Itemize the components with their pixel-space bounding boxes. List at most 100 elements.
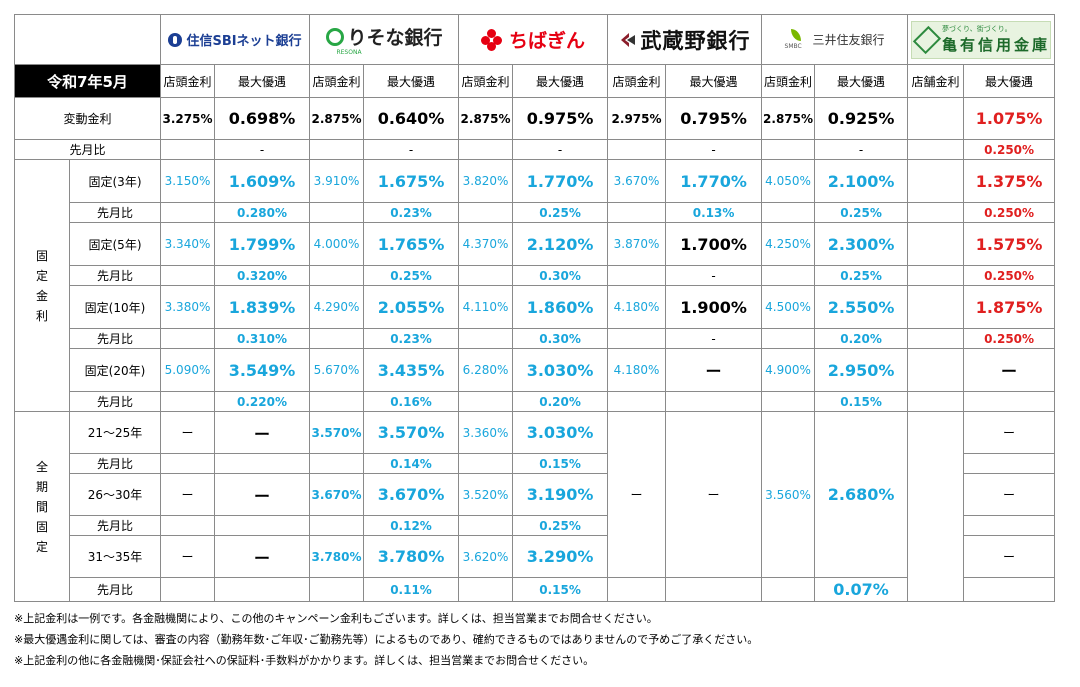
rate-cell: 3.570% [363, 411, 460, 454]
footnote: ※上記金利は一例です。各金融機関により、この他のキャンペーン金利もございます。詳… [14, 612, 658, 625]
rate-cell: 4.900% [761, 348, 816, 392]
rate-cell: 0.640% [363, 97, 460, 140]
rate-cell: 2.055% [363, 285, 460, 329]
compare-cell [963, 577, 1056, 602]
rate-cell: 3.030% [512, 348, 609, 392]
resona-sub: RESONA [336, 49, 362, 56]
compare-cell: - [213, 139, 311, 160]
compare-cell [665, 391, 763, 412]
kameari-logo-icon [912, 25, 942, 54]
compare-cell: - [665, 265, 763, 286]
rate-cell: 1.839% [213, 285, 311, 329]
rate-cell: 1.609% [213, 159, 311, 203]
rate-cell: 0.925% [814, 97, 909, 140]
rate-cell: 1.860% [512, 285, 609, 329]
resona-logo-icon [325, 27, 344, 46]
compare-cell: 0.30% [512, 328, 609, 349]
bank-name-musashino: 武蔵野銀行 [640, 28, 751, 53]
rate-cell: 3.910% [309, 159, 365, 203]
row-label-compare: 先月比 [69, 202, 161, 223]
mortgage-rate-table: 住信SBIネット銀行 りそな銀行 RESONA ちばぎん [14, 14, 1056, 602]
compare-cell: 0.310% [213, 328, 311, 349]
compare-cell [458, 265, 514, 286]
compare-cell: 0.15% [814, 391, 909, 412]
rate-cell: 2.680% [814, 411, 909, 578]
rate-cell: 2.975% [607, 97, 667, 140]
compare-cell: 0.25% [363, 265, 460, 286]
compare-cell: 0.25% [512, 515, 609, 536]
col-storefront: 店頭金利 [761, 64, 816, 98]
compare-cell: 0.20% [814, 328, 909, 349]
compare-cell [160, 139, 215, 160]
compare-cell: - [363, 139, 460, 160]
rate-cell [907, 222, 965, 266]
rate-cell: 3.340% [160, 222, 215, 266]
compare-cell: 0.250% [963, 265, 1056, 286]
bank-header-resona: りそな銀行 RESONA [309, 14, 460, 65]
compare-cell: 0.15% [512, 453, 609, 474]
compare-cell [761, 265, 816, 286]
rate-cell: 1.900% [665, 285, 763, 329]
compare-cell [458, 139, 514, 160]
rate-cell: 3.560% [761, 411, 816, 578]
compare-cell: 0.11% [363, 577, 460, 602]
compare-cell [160, 577, 215, 602]
rate-cell: 1.770% [512, 159, 609, 203]
col-storefront: 店頭金利 [458, 64, 514, 98]
rate-cell: 3.620% [458, 535, 514, 578]
compare-cell [309, 391, 365, 412]
col-max-discount: 最大優遇 [665, 64, 763, 98]
rate-cell: 3.290% [512, 535, 609, 578]
compare-cell [761, 139, 816, 160]
rate-cell: 3.670% [363, 473, 460, 516]
rate-cell: 3.360% [458, 411, 514, 454]
compare-cell [160, 328, 215, 349]
col-storefront: 店頭金利 [309, 64, 365, 98]
rate-cell: 1.875% [963, 285, 1056, 329]
compare-cell [213, 577, 311, 602]
rate-cell: 1.700% [665, 222, 763, 266]
rate-cell: 3.275% [160, 97, 215, 140]
rate-cell: ー [665, 348, 763, 392]
rate-cell [907, 97, 965, 140]
compare-cell: 0.25% [512, 202, 609, 223]
chiba-logo-icon [481, 28, 503, 51]
rate-cell: 0.795% [665, 97, 763, 140]
compare-cell: 0.23% [363, 202, 460, 223]
rate-cell: 1.075% [963, 97, 1056, 140]
row-label-fixed20: 固定(20年) [69, 348, 161, 392]
rate-cell: 2.875% [761, 97, 816, 140]
rate-cell: ー [213, 473, 311, 516]
compare-cell [213, 453, 311, 474]
rate-cell: ー [160, 411, 215, 454]
compare-cell [160, 453, 215, 474]
rate-cell: ー [160, 473, 215, 516]
kameari-slogan: 夢づくり、街づくり。 [942, 25, 1012, 33]
compare-cell [607, 328, 667, 349]
rate-cell: 2.950% [814, 348, 909, 392]
col-max-discount: 最大優遇 [814, 64, 909, 98]
row-label-fixed10: 固定(10年) [69, 285, 161, 329]
compare-cell: 0.15% [512, 577, 609, 602]
smbc-logo-icon: SMBC [785, 28, 807, 51]
compare-cell [761, 202, 816, 223]
col-max-discount: 最大優遇 [512, 64, 609, 98]
row-label-variable: 変動金利 [14, 97, 161, 140]
row-label-compare: 先月比 [14, 139, 161, 160]
rate-cell: 4.180% [607, 348, 667, 392]
compare-cell: 0.30% [512, 265, 609, 286]
rate-cell: 4.250% [761, 222, 816, 266]
rate-cell: 3.030% [512, 411, 609, 454]
rate-cell: 2.120% [512, 222, 609, 266]
rate-cell: 3.520% [458, 473, 514, 516]
compare-cell: 0.07% [814, 577, 909, 602]
rate-cell: 1.575% [963, 222, 1056, 266]
compare-cell: 0.16% [363, 391, 460, 412]
compare-cell [309, 515, 365, 536]
compare-cell [607, 265, 667, 286]
row-label-fixed3: 固定(3年) [69, 159, 161, 203]
row-label-t26-30: 26～30年 [69, 473, 161, 516]
compare-cell: 0.20% [512, 391, 609, 412]
compare-cell [160, 265, 215, 286]
bank-header-sbi: 住信SBIネット銀行 [159, 14, 311, 65]
